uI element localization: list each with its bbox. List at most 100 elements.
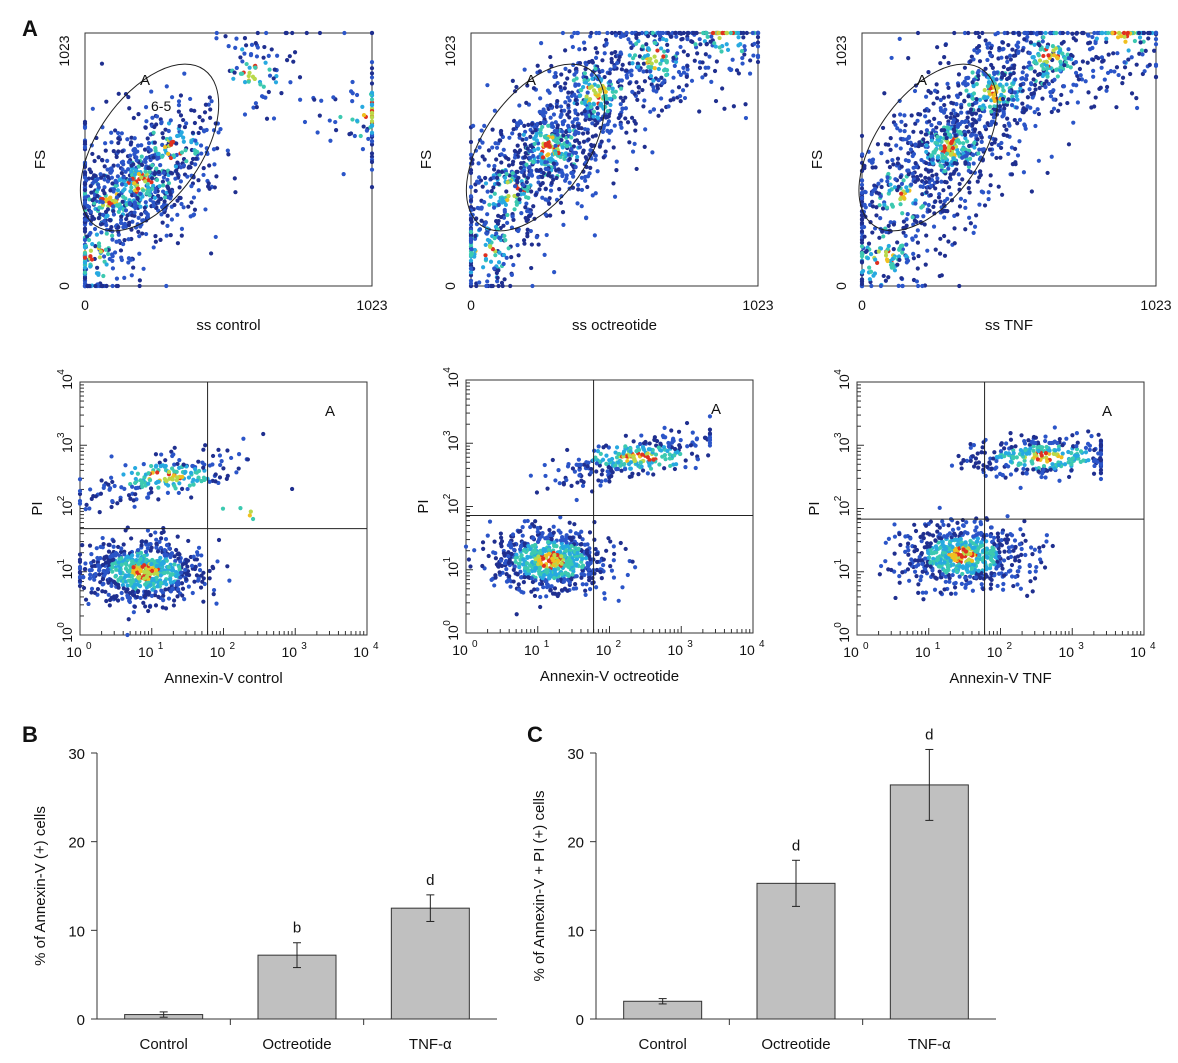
data-point	[557, 187, 562, 192]
data-point	[898, 128, 903, 133]
data-point	[341, 171, 346, 177]
data-point	[251, 105, 256, 110]
data-point	[960, 147, 966, 152]
data-point	[469, 247, 474, 252]
data-point	[895, 161, 900, 166]
data-point	[504, 255, 509, 260]
data-point	[369, 90, 375, 95]
data-point	[200, 460, 205, 465]
data-point	[606, 119, 612, 124]
data-point	[144, 231, 149, 237]
data-point	[207, 479, 212, 484]
data-point	[562, 108, 567, 113]
data-point	[724, 30, 729, 36]
data-point	[1115, 51, 1120, 56]
data-point	[989, 109, 994, 114]
data-point	[177, 185, 182, 190]
data-point	[116, 209, 121, 215]
data-point	[576, 123, 581, 128]
data-point	[898, 202, 903, 207]
x-tick-label: 1023	[356, 297, 387, 313]
data-point	[491, 175, 496, 180]
data-point	[624, 73, 629, 78]
data-point	[882, 91, 887, 96]
data-point	[634, 41, 639, 46]
data-point	[122, 221, 127, 226]
data-point	[915, 30, 921, 36]
data-point	[468, 170, 474, 175]
data-point	[223, 34, 228, 39]
data-point	[264, 116, 270, 121]
data-point	[1013, 160, 1018, 165]
data-point	[136, 215, 141, 220]
data-point	[505, 212, 510, 218]
data-point	[664, 72, 669, 78]
data-point	[146, 481, 151, 486]
data-point	[241, 436, 246, 441]
data-point	[546, 123, 551, 128]
data-point	[166, 483, 171, 488]
data-point	[167, 189, 172, 194]
data-point	[106, 251, 111, 257]
data-point	[507, 135, 512, 140]
data-point	[1038, 47, 1043, 52]
data-point	[1074, 30, 1079, 36]
data-point	[991, 95, 996, 100]
data-point	[671, 55, 676, 60]
data-point	[558, 85, 563, 90]
data-point	[977, 130, 982, 136]
x-tick-label: 10	[210, 644, 226, 660]
data-point	[1076, 77, 1081, 82]
data-point	[923, 132, 928, 137]
data-point	[108, 218, 113, 223]
data-point	[143, 604, 148, 609]
data-point	[131, 115, 136, 121]
data-point	[521, 182, 526, 188]
data-point	[977, 117, 982, 122]
data-point	[126, 94, 131, 100]
data-point	[85, 234, 90, 239]
data-point	[552, 270, 557, 275]
data-point	[915, 240, 921, 245]
data-point	[633, 121, 638, 126]
data-point	[131, 565, 136, 570]
data-point	[944, 151, 950, 156]
data-point	[900, 283, 905, 289]
data-point	[506, 194, 511, 199]
data-point	[494, 219, 499, 224]
data-point	[227, 578, 232, 583]
data-point	[107, 201, 112, 206]
data-point	[123, 182, 128, 188]
data-point	[369, 154, 375, 159]
data-point	[985, 57, 990, 63]
data-point	[284, 58, 290, 63]
data-point	[198, 125, 203, 131]
data-point	[361, 112, 367, 118]
data-point	[120, 596, 125, 601]
data-point	[974, 213, 979, 218]
data-point	[946, 239, 951, 244]
data-point	[685, 67, 690, 72]
data-point	[585, 130, 590, 135]
data-point	[515, 123, 521, 128]
data-point	[1122, 65, 1128, 70]
data-point	[114, 283, 119, 289]
data-point	[342, 30, 347, 36]
data-point	[114, 180, 119, 185]
data-point	[104, 598, 109, 604]
data-point	[164, 233, 169, 238]
data-point	[1139, 48, 1145, 53]
data-point	[921, 137, 926, 142]
data-point	[119, 485, 124, 490]
data-point	[1045, 170, 1050, 176]
data-point	[577, 61, 583, 66]
data-point	[175, 171, 180, 177]
data-point	[496, 260, 502, 265]
data-point	[88, 572, 93, 577]
data-point	[859, 217, 865, 222]
data-point	[111, 149, 116, 154]
data-point	[246, 73, 251, 79]
data-point	[650, 30, 655, 36]
data-point	[531, 159, 536, 165]
data-point	[160, 131, 165, 136]
